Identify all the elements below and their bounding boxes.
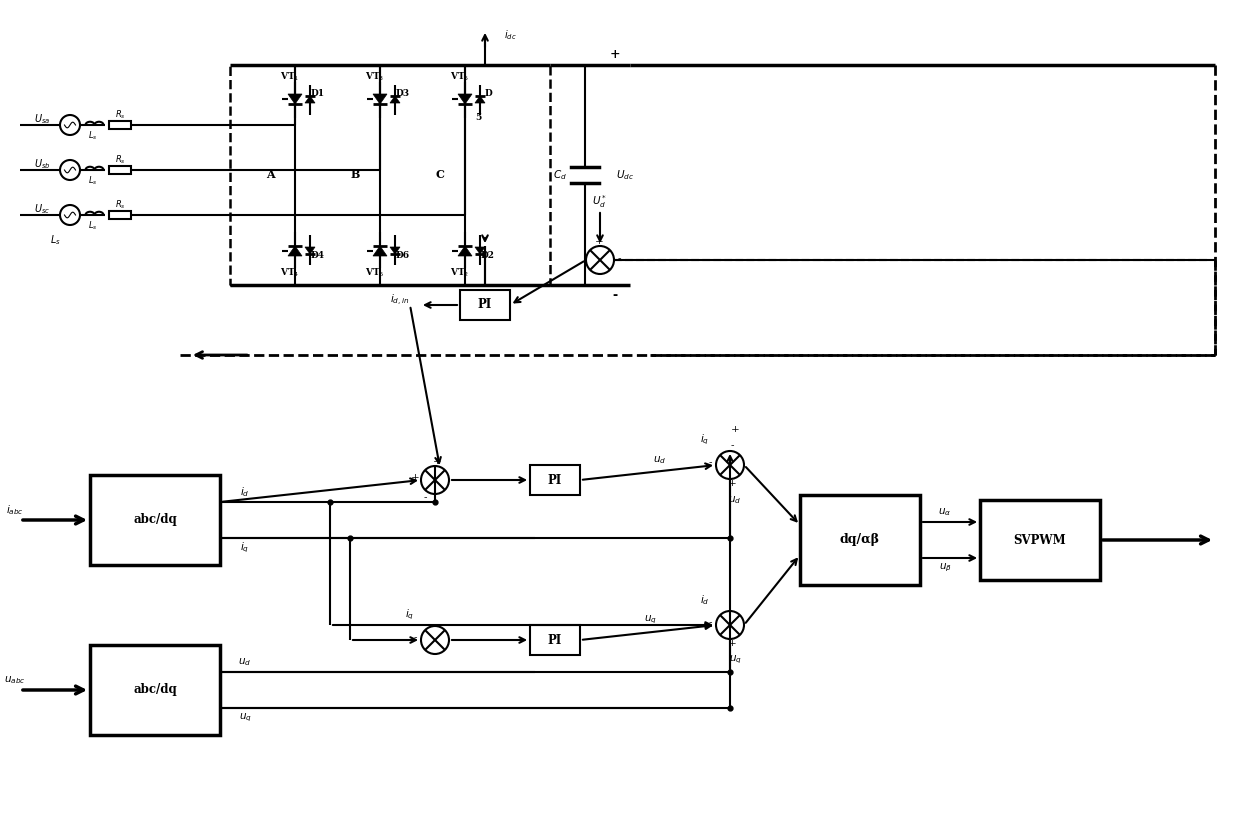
Bar <box>109 211 131 219</box>
Text: C: C <box>435 169 444 181</box>
Text: +: + <box>610 49 620 62</box>
Text: $u_α$: $u_α$ <box>939 506 951 518</box>
Text: $u_q$: $u_q$ <box>729 653 742 667</box>
Text: $i_{dc}$: $i_{dc}$ <box>503 28 516 42</box>
Text: -: - <box>708 623 712 631</box>
Text: abc/dq: abc/dq <box>133 513 177 526</box>
Text: +: + <box>728 479 737 488</box>
Polygon shape <box>458 246 472 256</box>
Bar <box>800 495 920 585</box>
Bar <box>529 465 580 495</box>
Text: VT$_2$: VT$_2$ <box>450 266 470 279</box>
Text: $u_d$: $u_d$ <box>653 454 667 466</box>
Text: +: + <box>730 426 739 435</box>
Text: PI: PI <box>548 474 562 487</box>
Polygon shape <box>475 247 485 254</box>
Bar <box>980 500 1100 580</box>
Text: -: - <box>730 441 734 450</box>
Polygon shape <box>305 96 315 103</box>
Text: $L_s$: $L_s$ <box>50 233 61 247</box>
Text: $u_d$: $u_d$ <box>728 494 742 506</box>
Polygon shape <box>458 94 472 104</box>
Text: -: - <box>708 619 712 628</box>
Bar <box>529 625 580 655</box>
Text: -: - <box>618 254 621 263</box>
Bar <box>109 167 131 173</box>
Polygon shape <box>373 246 387 256</box>
Text: $i_d$: $i_d$ <box>241 485 249 499</box>
Polygon shape <box>305 247 315 254</box>
Bar <box>91 475 219 565</box>
Text: $i_q$: $i_q$ <box>701 433 709 447</box>
Text: PI: PI <box>477 299 492 312</box>
Text: 5: 5 <box>475 114 481 122</box>
Text: $U_{sb}$: $U_{sb}$ <box>33 157 51 171</box>
Text: +: + <box>728 639 737 648</box>
Text: $C_d$: $C_d$ <box>553 168 567 182</box>
Text: -: - <box>613 289 618 301</box>
Text: D4: D4 <box>311 252 325 261</box>
Text: VT$_3$: VT$_3$ <box>366 71 384 83</box>
Text: $U_{dc}$: $U_{dc}$ <box>616 168 634 182</box>
Text: $L_s$: $L_s$ <box>88 130 98 142</box>
Text: VT$_6$: VT$_6$ <box>366 266 384 279</box>
Text: -: - <box>423 493 427 502</box>
Text: D1: D1 <box>311 89 325 98</box>
Text: abc/dq: abc/dq <box>133 683 177 696</box>
Text: $u_q$: $u_q$ <box>238 712 252 724</box>
Polygon shape <box>288 246 303 256</box>
Text: D6: D6 <box>396 252 410 261</box>
Bar <box>229 65 551 285</box>
Text: $U^*_d$: $U^*_d$ <box>593 194 608 210</box>
Text: $i_d$: $i_d$ <box>701 593 709 607</box>
Text: $U_{sa}$: $U_{sa}$ <box>33 112 50 126</box>
Text: $R_s$: $R_s$ <box>114 109 125 121</box>
Text: $R_s$: $R_s$ <box>114 199 125 211</box>
Polygon shape <box>391 96 401 103</box>
Text: $i_q$: $i_q$ <box>405 608 414 622</box>
Text: +: + <box>595 238 604 247</box>
Bar <box>91 645 219 735</box>
Text: $u_β$: $u_β$ <box>939 562 951 574</box>
Text: VT$_5$: VT$_5$ <box>450 71 470 83</box>
Text: PI: PI <box>548 634 562 647</box>
Text: A: A <box>265 169 274 181</box>
Text: $R_s$: $R_s$ <box>114 153 125 167</box>
Text: $L_s$: $L_s$ <box>88 175 98 187</box>
Text: $i_{abc}$: $i_{abc}$ <box>6 503 24 517</box>
Text: VT$_4$: VT$_4$ <box>280 266 300 279</box>
Text: $u_q$: $u_q$ <box>644 614 656 626</box>
Polygon shape <box>373 94 387 104</box>
Text: -: - <box>708 459 712 468</box>
Bar <box>460 290 510 320</box>
Text: +: + <box>433 456 441 465</box>
Polygon shape <box>391 247 401 254</box>
Bar <box>109 121 131 129</box>
Text: -: - <box>413 634 417 643</box>
Text: dq/αβ: dq/αβ <box>839 534 880 546</box>
Text: B: B <box>351 169 360 181</box>
Polygon shape <box>475 96 485 103</box>
Text: $u_d$: $u_d$ <box>238 656 252 668</box>
Text: VT$_1$: VT$_1$ <box>280 71 300 83</box>
Text: $U_{sc}$: $U_{sc}$ <box>33 202 50 216</box>
Text: SVPWM: SVPWM <box>1013 534 1066 546</box>
Text: D: D <box>484 89 492 98</box>
Text: +: + <box>410 474 419 483</box>
Text: $L_s$: $L_s$ <box>88 219 98 233</box>
Text: $i_q$: $i_q$ <box>241 541 249 555</box>
Text: D2: D2 <box>481 252 495 261</box>
Text: D3: D3 <box>396 89 410 98</box>
Polygon shape <box>288 94 303 104</box>
Text: $i_{d,in}$: $i_{d,in}$ <box>391 292 409 308</box>
Text: $u_{abc}$: $u_{abc}$ <box>4 674 26 686</box>
